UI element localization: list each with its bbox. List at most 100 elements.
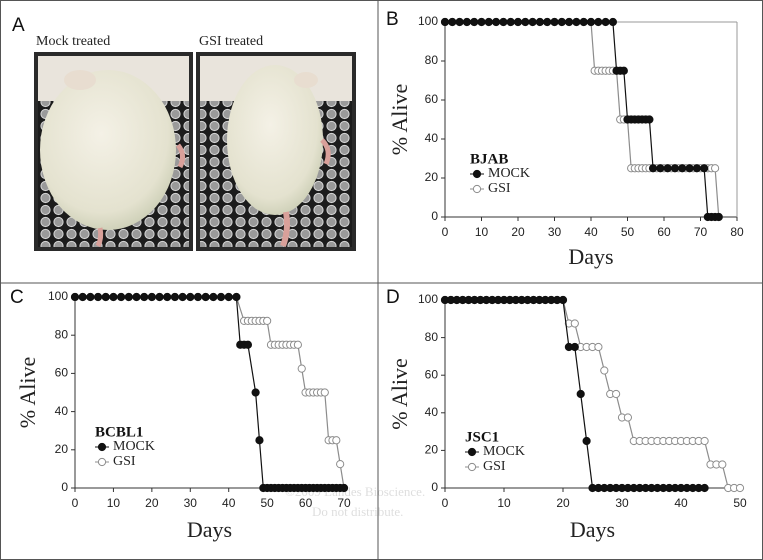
x-tick-label: 60 bbox=[299, 496, 313, 510]
survival-point bbox=[124, 292, 133, 302]
survival-point bbox=[700, 436, 709, 446]
y-tick-label: 60 bbox=[425, 367, 439, 381]
photo-caption: Mock treated bbox=[36, 34, 110, 49]
legend-title: BCBL1 bbox=[95, 424, 143, 440]
legend-marker bbox=[97, 442, 107, 452]
survival-point bbox=[93, 292, 103, 302]
survival-point bbox=[656, 164, 665, 173]
survival-point bbox=[293, 340, 302, 349]
x-tick-label: 40 bbox=[674, 496, 688, 510]
survival-point bbox=[648, 164, 658, 173]
survival-point bbox=[663, 164, 672, 173]
survival-point bbox=[117, 292, 126, 302]
survival-point bbox=[492, 17, 501, 27]
survival-line bbox=[445, 21, 719, 218]
survival-point bbox=[565, 17, 574, 27]
survival-point bbox=[170, 292, 180, 302]
x-tick-label: 70 bbox=[694, 225, 708, 239]
legend-title: BJAB bbox=[470, 151, 508, 167]
survival-point bbox=[332, 436, 341, 445]
survival-point bbox=[601, 17, 610, 27]
legend-marker bbox=[472, 184, 482, 194]
survival-point bbox=[582, 436, 591, 446]
panel-label: C bbox=[10, 287, 24, 308]
survival-point bbox=[178, 292, 187, 302]
y-tick-label: 100 bbox=[418, 14, 438, 28]
survival-point bbox=[528, 17, 537, 27]
panel-label: B bbox=[386, 9, 399, 30]
survival-point bbox=[645, 115, 654, 124]
survival-point bbox=[608, 17, 618, 27]
survival-point bbox=[506, 17, 515, 27]
y-tick-label: 20 bbox=[55, 442, 69, 456]
x-tick-label: 80 bbox=[730, 225, 744, 239]
survival-point bbox=[320, 388, 329, 397]
watermark: Do not distribute. bbox=[312, 504, 403, 519]
y-tick-label: 100 bbox=[48, 289, 68, 303]
y-tick-label: 20 bbox=[425, 443, 439, 457]
photo-mock bbox=[34, 52, 193, 251]
survival-point bbox=[513, 17, 523, 27]
survival-point bbox=[700, 164, 709, 173]
panel-label: A bbox=[12, 15, 25, 36]
survival-point bbox=[543, 17, 552, 27]
y-tick-label: 40 bbox=[425, 405, 439, 419]
x-axis-label: Days bbox=[187, 517, 232, 542]
survival-point bbox=[477, 17, 486, 27]
panel-label: D bbox=[386, 287, 400, 308]
x-tick-label: 0 bbox=[442, 225, 449, 239]
x-tick-label: 10 bbox=[497, 496, 511, 510]
survival-point bbox=[521, 17, 530, 27]
legend-label: GSI bbox=[488, 181, 511, 196]
survival-point bbox=[232, 292, 241, 302]
x-tick-label: 0 bbox=[72, 496, 79, 510]
survival-point bbox=[216, 292, 226, 302]
y-tick-label: 20 bbox=[425, 170, 439, 184]
legend-marker bbox=[472, 169, 482, 179]
survival-point bbox=[470, 17, 479, 27]
survival-point bbox=[570, 319, 579, 328]
survival-point bbox=[612, 389, 621, 399]
survival-point bbox=[572, 17, 581, 27]
legend-marker bbox=[97, 457, 107, 467]
survival-point bbox=[255, 436, 264, 445]
survival-point bbox=[550, 17, 559, 27]
x-axis-label: Days bbox=[568, 244, 613, 269]
y-tick-label: 80 bbox=[55, 327, 69, 341]
survival-point bbox=[251, 388, 260, 397]
survival-point bbox=[692, 164, 701, 173]
survival-point bbox=[594, 17, 603, 27]
survival-point bbox=[576, 389, 585, 399]
x-tick-label: 10 bbox=[107, 496, 121, 510]
survival-point bbox=[678, 164, 687, 173]
survival-point bbox=[163, 292, 172, 302]
y-axis-label: % Alive bbox=[15, 357, 40, 429]
photo-caption: GSI treated bbox=[199, 34, 263, 49]
y-tick-label: 60 bbox=[55, 366, 69, 380]
y-axis-label: % Alive bbox=[387, 84, 412, 156]
legend-title: JSC1 bbox=[465, 429, 499, 445]
legend-marker bbox=[467, 447, 477, 457]
y-tick-label: 40 bbox=[55, 404, 69, 418]
survival-point bbox=[619, 66, 628, 75]
legend-label: MOCK bbox=[113, 439, 155, 454]
x-tick-label: 60 bbox=[657, 225, 671, 239]
survival-point bbox=[594, 342, 603, 352]
survival-point bbox=[109, 292, 118, 302]
survival-point bbox=[186, 292, 195, 302]
survival-point bbox=[70, 292, 80, 302]
x-tick-label: 30 bbox=[184, 496, 198, 510]
survival-point bbox=[600, 366, 609, 375]
legend-label: MOCK bbox=[483, 444, 525, 459]
survival-point bbox=[297, 364, 306, 373]
survival-point bbox=[201, 292, 210, 302]
survival-point bbox=[623, 413, 633, 422]
survival-point bbox=[711, 164, 720, 173]
survival-point bbox=[499, 17, 508, 27]
survival-point bbox=[558, 295, 568, 305]
survival-point bbox=[535, 17, 545, 27]
survival-point bbox=[243, 340, 253, 349]
survival-point bbox=[579, 17, 588, 27]
legend-label: GSI bbox=[483, 459, 506, 474]
